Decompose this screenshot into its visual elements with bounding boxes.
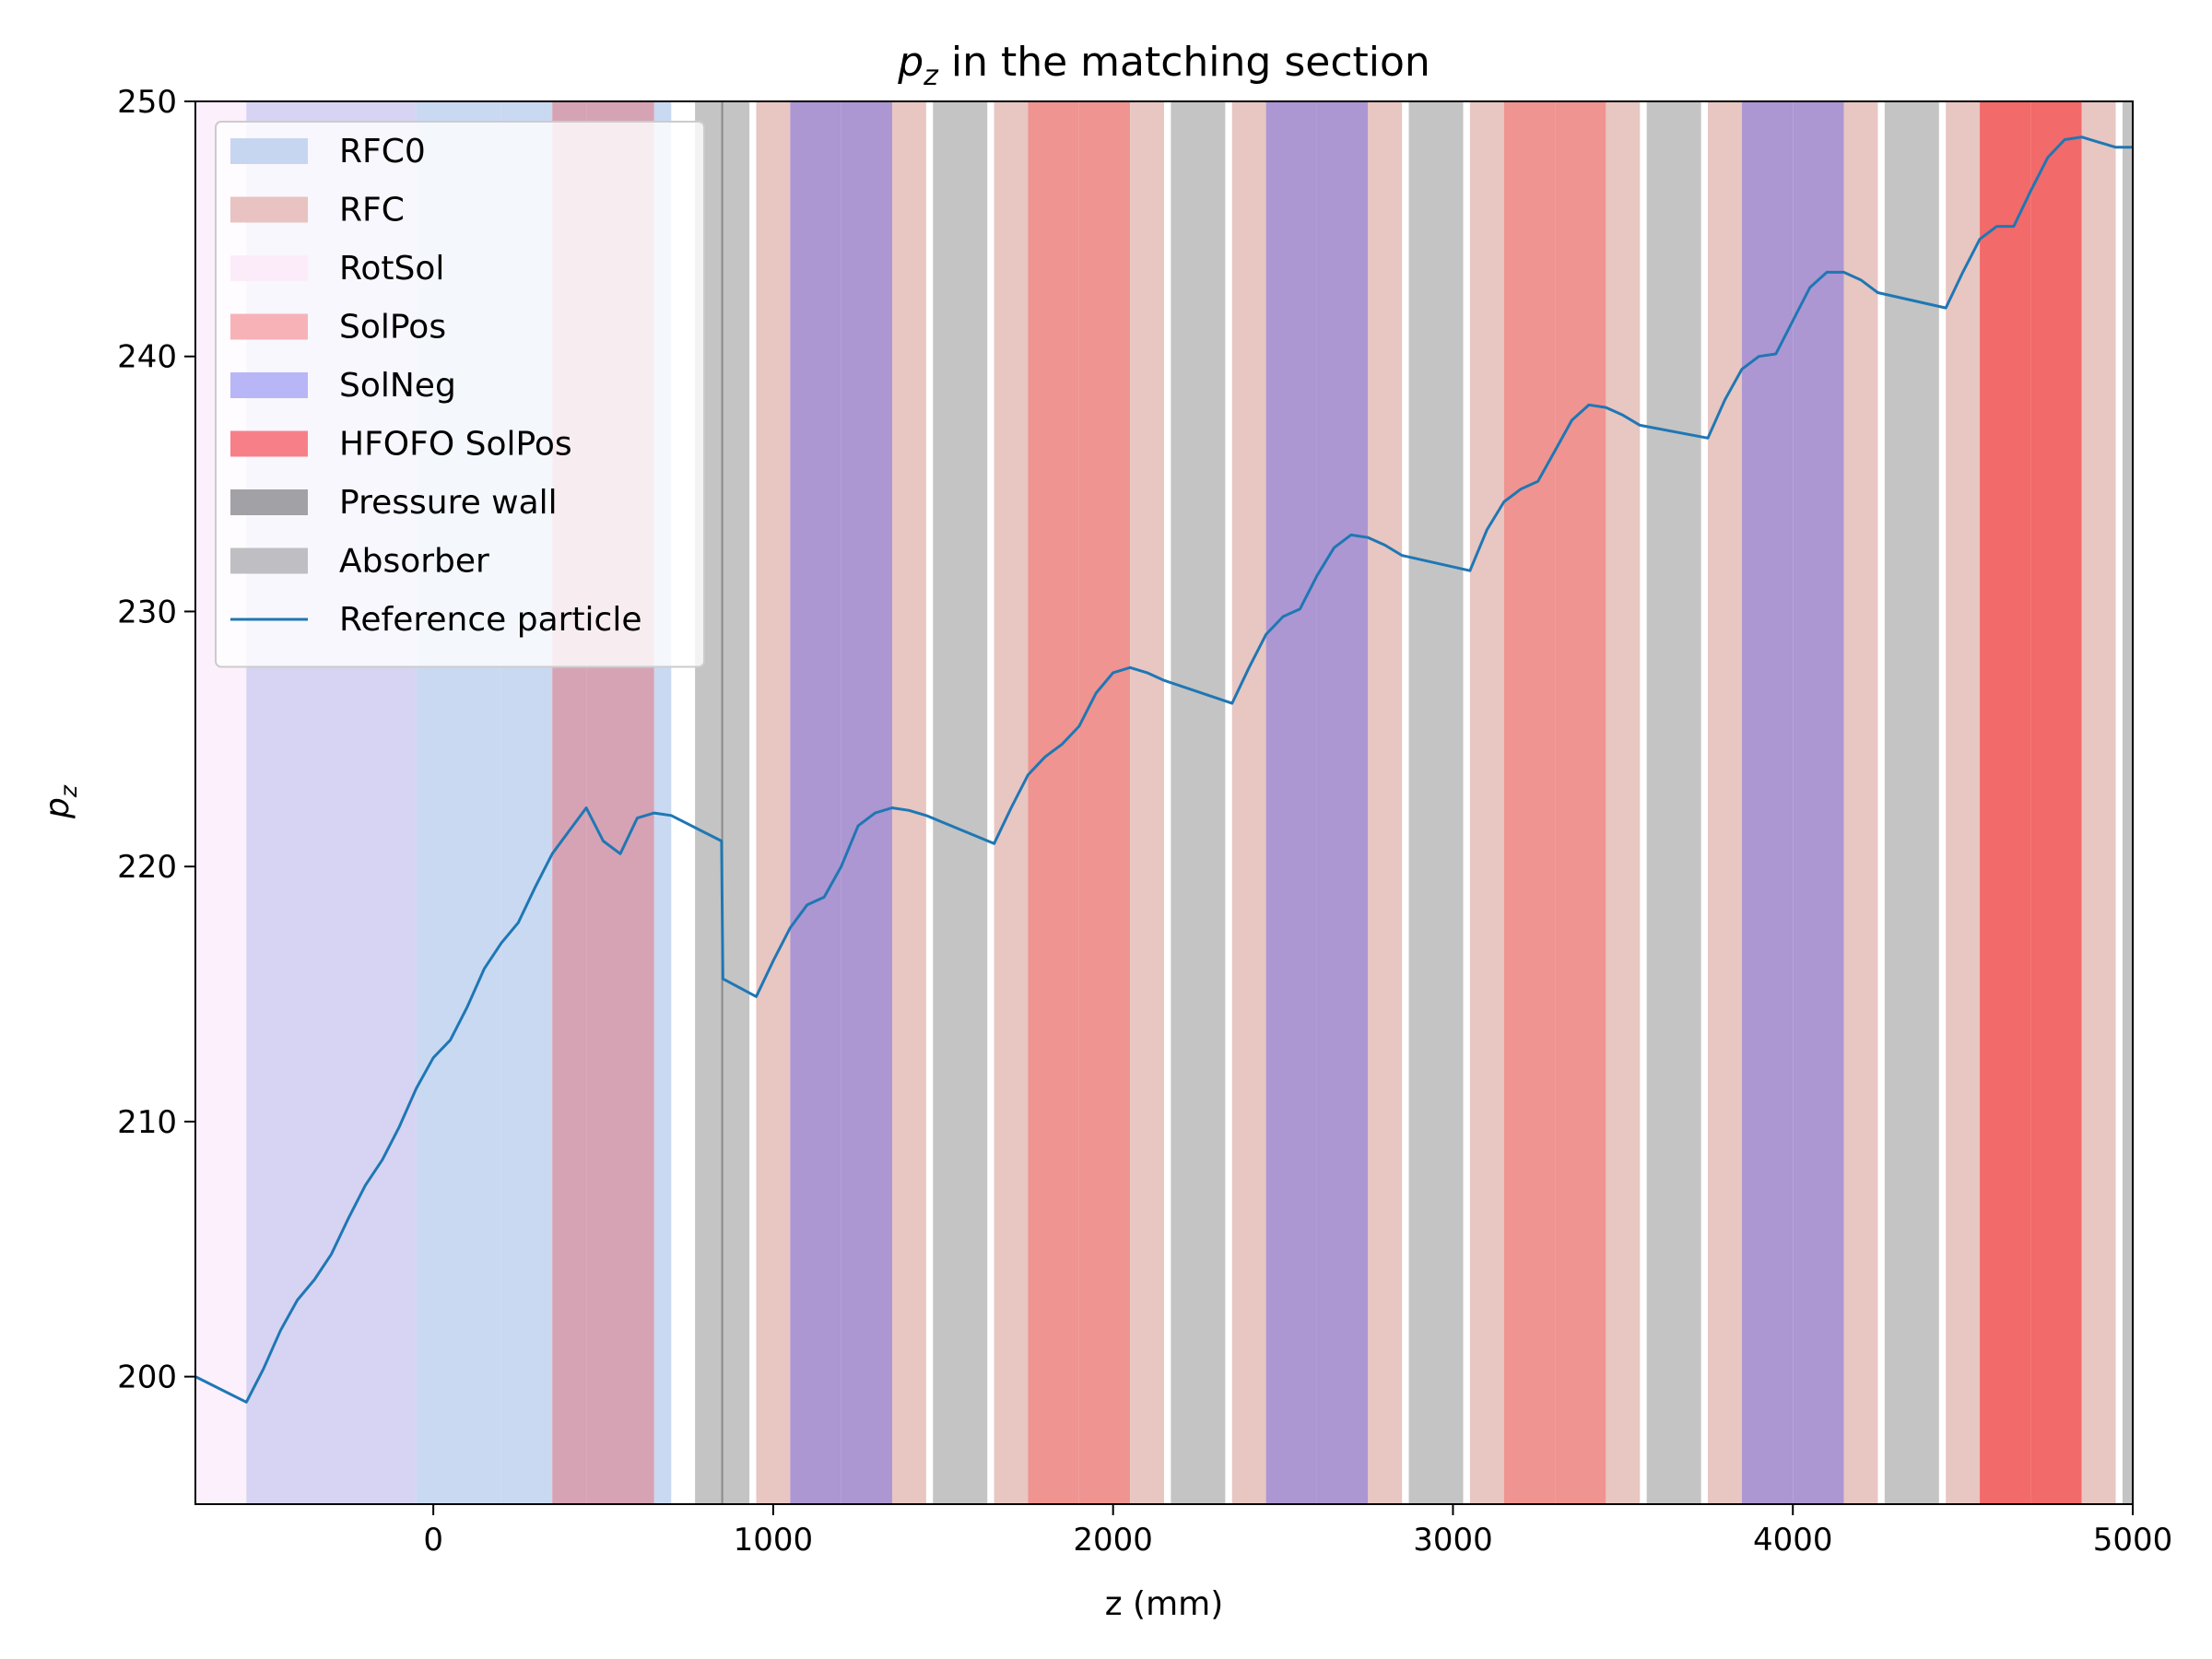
legend-label: RFC — [339, 192, 405, 229]
region-band — [1946, 101, 1981, 1504]
legend-swatch — [230, 372, 308, 398]
legend-swatch — [230, 430, 308, 457]
axes-frame — [194, 100, 2134, 1505]
legend-label: Absorber — [339, 543, 489, 581]
legend-label: RotSol — [339, 250, 444, 288]
legend-swatch — [230, 547, 308, 574]
x-tick-label: 2000 — [1073, 1522, 1153, 1559]
legend: RFC0 RFC RotSol SolPos SolNeg HFOFO SolPos Pre… — [215, 121, 705, 668]
legend-swatch — [230, 196, 308, 223]
ylabel-subscript: z — [55, 784, 82, 798]
y-tick-label: 250 — [117, 84, 177, 121]
region-band — [1884, 101, 1939, 1504]
region-band — [1408, 101, 1464, 1504]
x-axis-label: z (mm) — [1105, 1585, 1224, 1623]
legend-swatch — [230, 138, 308, 164]
region-band — [1980, 101, 2031, 1504]
y-tick-label: 200 — [117, 1359, 177, 1396]
region-band — [1316, 101, 1369, 1504]
region-band — [891, 101, 926, 1504]
region-band — [1646, 101, 1701, 1504]
x-tick-label: 4000 — [1753, 1522, 1833, 1559]
region-band — [1469, 101, 1504, 1504]
legend-label: Reference particle — [339, 601, 642, 639]
legend-label: RFC0 — [339, 133, 426, 171]
region-band — [1368, 101, 1403, 1504]
ylabel-symbol: p — [39, 797, 76, 819]
region-band — [1265, 101, 1317, 1504]
region-band — [1078, 101, 1131, 1504]
legend-swatch — [230, 313, 308, 340]
region-band — [1793, 101, 1844, 1504]
y-tick-label: 240 — [117, 339, 177, 376]
y-tick-label: 230 — [117, 594, 177, 630]
y-tick-label: 210 — [117, 1104, 177, 1141]
legend-label: SolPos — [339, 309, 446, 347]
legend-label: SolNeg — [339, 367, 456, 405]
region-band — [1503, 101, 1556, 1504]
region-band — [1231, 101, 1266, 1504]
region-band — [1606, 101, 1641, 1504]
region-band — [1741, 101, 1794, 1504]
region-band — [1171, 101, 1226, 1504]
region-band — [1843, 101, 1878, 1504]
series-line-reference-particle — [194, 135, 2133, 1404]
region-band — [1130, 101, 1164, 1504]
chart-title: pz in the matching section — [897, 39, 1430, 92]
x-tick-label: 5000 — [2093, 1522, 2173, 1559]
x-tick-label: 3000 — [1413, 1522, 1493, 1559]
title-rest: in the matching section — [938, 39, 1430, 86]
legend-label: HFOFO SolPos — [339, 426, 572, 464]
series-layer — [194, 135, 2133, 1404]
region-band — [2122, 101, 2133, 1504]
region-band — [2081, 101, 2116, 1504]
y-tick-label: 220 — [117, 849, 177, 886]
legend-box — [215, 121, 705, 668]
region-band — [2030, 101, 2082, 1504]
y-axis-ticks: 200 210 220 230 240 250 — [117, 84, 195, 1396]
title-symbol: p — [897, 39, 924, 86]
x-axis-ticks: 0 1000 2000 3000 4000 5000 — [423, 1504, 2172, 1559]
legend-swatch — [230, 489, 308, 515]
y-axis-label: pz — [39, 784, 82, 819]
title-subscript: z — [923, 60, 939, 92]
region-band — [1028, 101, 1079, 1504]
region-band — [790, 101, 841, 1504]
region-band — [756, 101, 791, 1504]
x-tick-label: 0 — [423, 1522, 443, 1559]
region-band — [722, 101, 750, 1504]
region-band — [841, 101, 892, 1504]
legend-swatch — [230, 255, 308, 281]
legend-label: Pressure wall — [339, 484, 558, 522]
region-band — [1555, 101, 1606, 1504]
x-tick-label: 1000 — [734, 1522, 814, 1559]
region-band — [1708, 101, 1742, 1504]
region-band — [994, 101, 1029, 1504]
region-band — [933, 101, 988, 1504]
